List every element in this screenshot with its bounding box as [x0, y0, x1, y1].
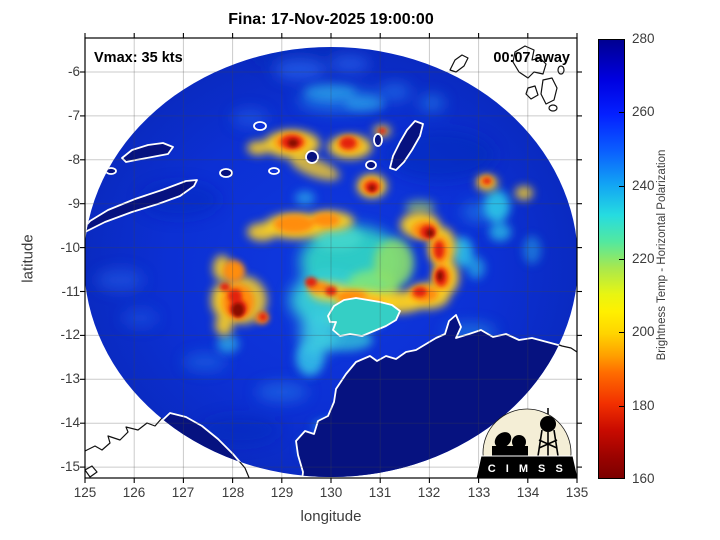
- x-tick-label: 133: [467, 485, 491, 500]
- colorbar-tick-label: 260: [632, 104, 655, 119]
- x-tick-label: 125: [73, 485, 97, 500]
- x-tick-label: 126: [122, 485, 146, 500]
- y-tick-label: -12: [60, 327, 80, 342]
- cimss-logo-text: C I M S S: [488, 463, 567, 475]
- x-tick-label: 130: [319, 485, 343, 500]
- y-tick-label: -13: [60, 371, 80, 386]
- y-axis-label: latitude: [19, 234, 37, 283]
- countdown-annotation: 00:07 away: [493, 50, 570, 66]
- plot-title: Fina: 17-Nov-2025 19:00:00: [228, 11, 434, 28]
- x-tick-label: 131: [368, 485, 392, 500]
- water-tower-icon: [540, 416, 556, 432]
- y-tick-label: -9: [67, 196, 80, 211]
- x-tick-label: 127: [171, 485, 195, 500]
- land-wetar: [121, 142, 174, 163]
- y-tick-label: -14: [60, 415, 80, 430]
- cimss-logo: C I M S S: [475, 408, 577, 478]
- y-tick-label: -15: [60, 459, 80, 474]
- colorbar-tick: [619, 406, 625, 407]
- colorbar-tick-label: 220: [632, 251, 655, 266]
- land-timor: [85, 179, 198, 233]
- land-atauro: [105, 167, 117, 175]
- x-tick-label: 134: [516, 485, 540, 500]
- x-tick-label: 129: [270, 485, 294, 500]
- x-tick-label: 128: [221, 485, 245, 500]
- coastlines-outside-swath: [85, 45, 577, 478]
- colorbar-axis-label: Brightness Temp - Horizontal Polarizatio…: [656, 149, 668, 361]
- colorbar-tick: [619, 112, 625, 113]
- axis-ticks: [80, 33, 582, 483]
- colorbar-tick-label: 200: [632, 324, 655, 339]
- y-tick-label: -11: [61, 284, 80, 299]
- y-tick-label: -7: [67, 108, 80, 123]
- colorbar-tick-label: 160: [632, 471, 655, 486]
- land-babar: [305, 150, 319, 164]
- colorbar-tick: [619, 259, 625, 260]
- colorbar-tick: [619, 332, 625, 333]
- y-tick-label: -10: [60, 240, 80, 255]
- storm-blobs: [96, 47, 560, 459]
- colorbar-tick-label: 280: [632, 31, 655, 46]
- x-tick-label: 132: [417, 485, 441, 500]
- radome-icon: [512, 435, 526, 449]
- y-tick-label: -8: [67, 152, 80, 167]
- land-tiwi-islands: [327, 297, 401, 337]
- y-tick-label: -6: [67, 64, 80, 79]
- colorbar-tick-label: 180: [632, 398, 655, 413]
- colorbar-tick-label: 240: [632, 178, 655, 193]
- x-tick-label: 135: [565, 485, 589, 500]
- land-tanimbar: [389, 120, 424, 171]
- x-axis-label: longitude: [300, 508, 362, 525]
- satellite-dish-icon: [494, 432, 512, 448]
- colorbar-tick: [619, 186, 625, 187]
- land-kisar: [219, 168, 233, 178]
- vmax-annotation: Vmax: 35 kts: [94, 50, 183, 66]
